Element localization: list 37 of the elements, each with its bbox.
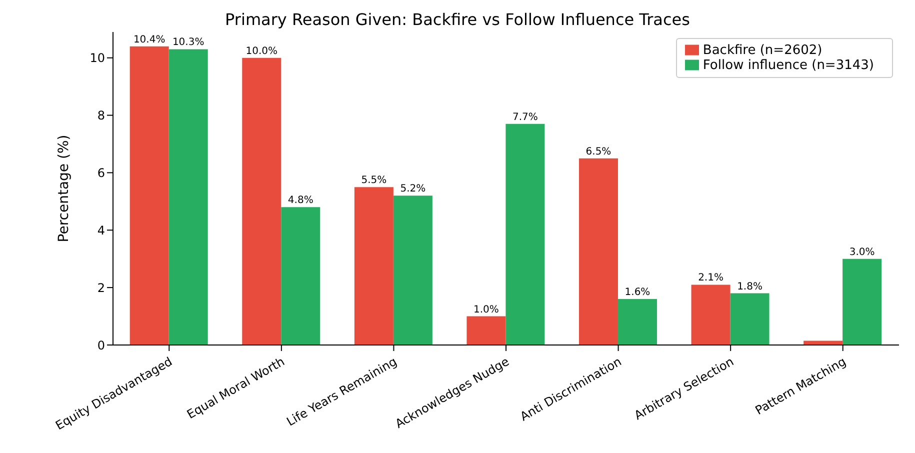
bar	[281, 207, 320, 345]
bar	[130, 46, 169, 345]
y-axis-title: Percentage (%)	[56, 134, 72, 242]
y-tick-label: 2	[97, 280, 105, 295]
bar	[730, 293, 770, 345]
bar	[393, 196, 432, 345]
data-label: 1.0%	[473, 304, 499, 316]
bar	[842, 258, 882, 345]
bar	[506, 124, 545, 345]
y-tick-label: 4	[97, 223, 105, 238]
bar	[242, 58, 282, 345]
data-label: 4.8%	[288, 195, 314, 206]
data-label: 10.4%	[133, 34, 166, 46]
bar	[618, 299, 657, 345]
data-label: 5.2%	[400, 184, 426, 195]
legend-label: Follow influence (n=3143)	[702, 58, 874, 73]
y-tick-label: 6	[97, 166, 105, 180]
y-tick-label: 10	[90, 51, 105, 66]
bar	[804, 340, 843, 345]
bar	[168, 49, 208, 345]
chart-title: Primary Reason Given: Backfire vs Follow Influence Traces	[224, 9, 691, 31]
data-label: 1.6%	[624, 287, 650, 298]
data-label: 5.5%	[361, 175, 387, 186]
bar	[466, 316, 506, 345]
data-label: 3.0%	[849, 246, 875, 258]
data-label: 10.3%	[172, 37, 204, 48]
y-tick-label: 8	[97, 108, 105, 123]
data-label: 7.7%	[512, 112, 538, 123]
bar	[691, 284, 730, 345]
legend-label: Backfire (n=2602)	[702, 43, 822, 58]
data-label: 2.1%	[698, 272, 724, 284]
bar	[354, 187, 394, 345]
data-label: 1.8%	[737, 281, 762, 292]
data-label: 6.5%	[586, 146, 612, 158]
y-tick-label: 0	[97, 338, 105, 352]
bar	[578, 158, 618, 345]
data-label: 10.0%	[246, 46, 278, 57]
